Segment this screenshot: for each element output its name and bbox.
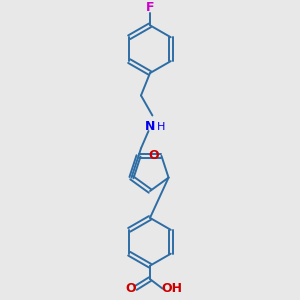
Text: OH: OH: [161, 282, 182, 295]
Text: F: F: [146, 2, 154, 14]
Text: N: N: [145, 120, 155, 133]
Text: O: O: [125, 282, 136, 295]
Text: H: H: [157, 122, 166, 132]
Text: O: O: [148, 149, 159, 162]
